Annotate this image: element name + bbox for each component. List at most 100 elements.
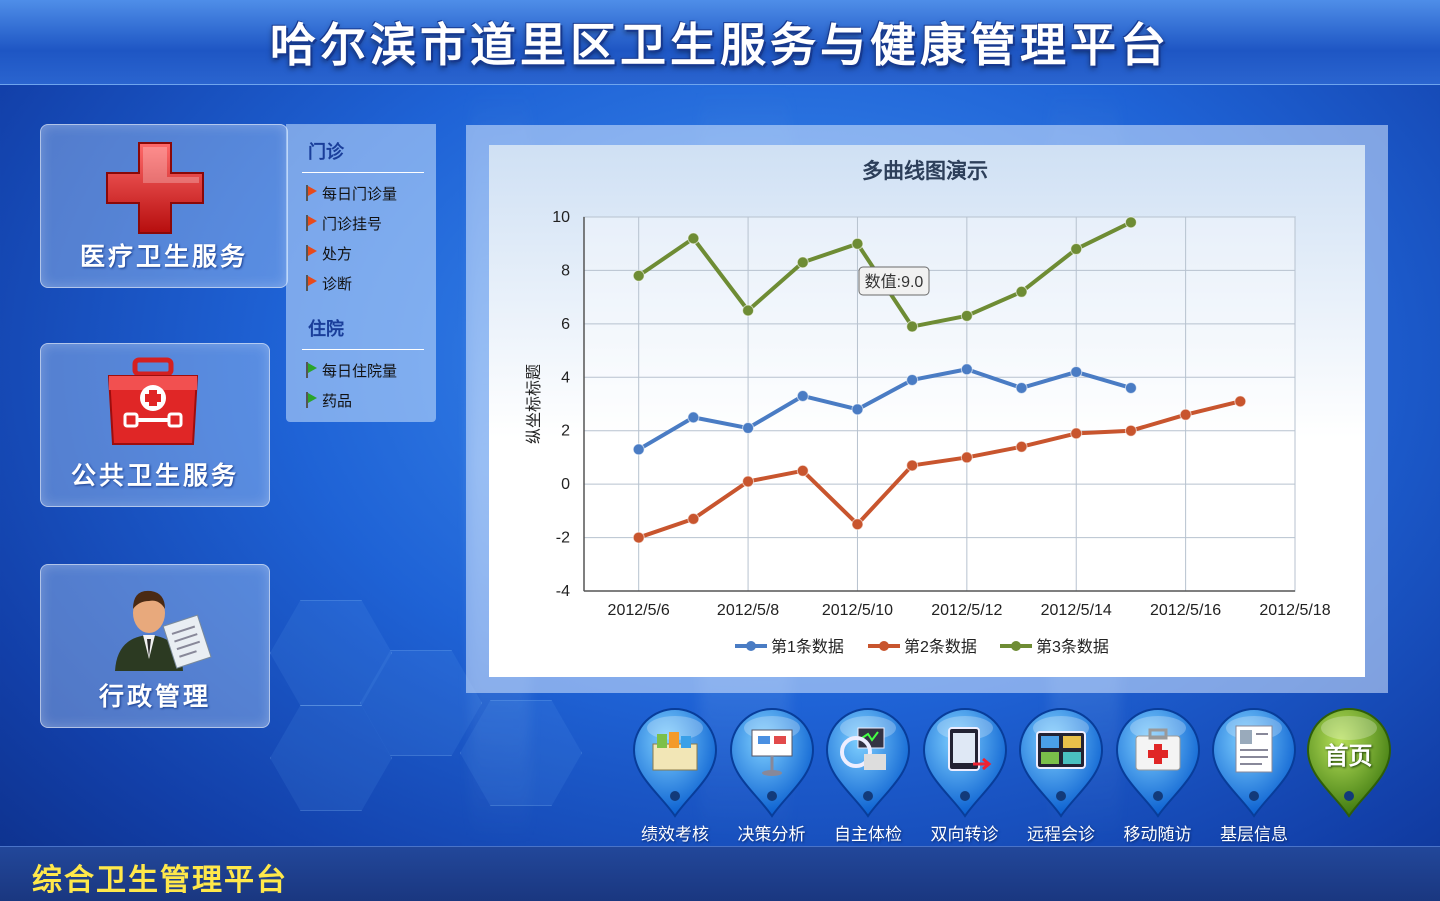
flag-icon — [306, 245, 318, 261]
red-cross-icon — [106, 142, 204, 234]
data-point — [851, 237, 864, 250]
x-tick-label: 2012/5/18 — [1259, 602, 1330, 619]
plot-area — [583, 216, 1296, 592]
data-point — [906, 320, 919, 333]
submenu-item-prescription[interactable]: 处方 — [306, 243, 436, 263]
data-point — [632, 443, 645, 456]
y-axis-label: 纵坐标标题 — [525, 364, 543, 444]
y-tick-label: -4 — [556, 583, 570, 600]
submenu-group-outpatient: 门诊 — [308, 142, 344, 163]
y-tick-label: 6 — [561, 316, 570, 333]
page-title: 哈尔滨市道里区卫生服务与健康管理平台 — [270, 18, 1170, 72]
nav-button-3[interactable]: 自主体检 — [823, 706, 913, 846]
data-point — [796, 389, 809, 402]
divider — [302, 172, 424, 173]
nav-button-label: 远程会诊 — [1027, 825, 1095, 845]
flag-icon — [306, 185, 318, 201]
y-tick-label: 0 — [561, 476, 570, 493]
service-public-health[interactable]: 公共卫生服务 — [40, 343, 270, 507]
nav-button-2[interactable]: 决策分析 — [727, 706, 817, 846]
divider — [302, 349, 424, 350]
nav-button-4[interactable]: 双向转诊 — [920, 706, 1010, 846]
chart-title: 多曲线图演示 — [862, 159, 988, 183]
footer-title: 综合卫生管理平台 — [32, 863, 288, 898]
home-button[interactable]: 首页 — [1304, 706, 1394, 846]
header: 哈尔滨市道里区卫生服务与健康管理平台 — [0, 0, 1440, 85]
x-tick-label: 2012/5/8 — [717, 602, 779, 619]
flag-icon — [306, 392, 318, 408]
submenu-item-label: 处方 — [322, 244, 353, 263]
service-administration[interactable]: 行政管理 — [40, 564, 270, 728]
data-point — [1124, 381, 1137, 394]
data-point — [1070, 243, 1083, 256]
data-point — [1015, 285, 1028, 298]
legend-label: 第3条数据 — [1036, 638, 1109, 656]
administrator-icon — [115, 590, 212, 671]
data-point — [960, 363, 973, 376]
submenu-item-diagnosis[interactable]: 诊断 — [306, 273, 436, 293]
data-point — [742, 475, 755, 488]
data-point — [796, 256, 809, 269]
submenu-item-daily-inpatient[interactable]: 每日住院量 — [306, 360, 436, 380]
nav-button-6[interactable]: 移动随访 — [1113, 706, 1203, 846]
flag-icon — [306, 362, 318, 378]
submenu-item-label: 门诊挂号 — [322, 214, 383, 233]
hexagon-decoration — [360, 650, 482, 756]
x-tick-label: 2012/5/16 — [1150, 602, 1221, 619]
data-point — [960, 309, 973, 322]
submenu-group-inpatient: 住院 — [308, 319, 344, 340]
service-medical[interactable]: 医疗卫生服务 — [40, 124, 288, 288]
nav-button-label: 绩效考核 — [641, 825, 709, 845]
chart-panel: 10 8 6 4 2 0 -2 -4 2012/5/6 2012/5/8 2012/5/10 2012… — [489, 145, 1365, 677]
data-point — [742, 304, 755, 317]
legend-marker — [879, 641, 889, 651]
x-tick-label: 2012/5/12 — [931, 602, 1002, 619]
x-tick-label: 2012/5/10 — [822, 602, 893, 619]
nav-button-label: 双向转诊 — [930, 825, 999, 845]
y-tick-label: -2 — [556, 530, 570, 547]
data-point — [632, 269, 645, 282]
submenu-item-registration[interactable]: 门诊挂号 — [306, 213, 436, 233]
data-point — [960, 451, 973, 464]
submenu-item-label: 诊断 — [322, 274, 353, 293]
flag-icon — [306, 215, 318, 231]
submenu-item-label: 药品 — [322, 391, 353, 410]
nav-button-1[interactable]: 绩效考核 — [630, 706, 720, 846]
hexagon-decoration — [270, 705, 392, 811]
y-tick-label: 10 — [552, 209, 570, 226]
data-point — [1070, 365, 1083, 378]
nav-button-label: 自主体检 — [834, 825, 902, 845]
data-point — [1234, 395, 1247, 408]
hexagon-decoration — [270, 600, 392, 706]
y-tick-label: 2 — [561, 423, 570, 440]
x-tick-label: 2012/5/14 — [1041, 602, 1112, 619]
data-point — [687, 232, 700, 245]
service-medical-label: 医疗卫生服务 — [79, 242, 248, 271]
medical-kit-icon — [107, 357, 199, 445]
service-administration-label: 行政管理 — [98, 682, 211, 711]
nav-button-label: 移动随访 — [1123, 825, 1192, 845]
medical-submenu: 门诊 每日门诊量 门诊挂号 处方 诊断 住院 每日住院量 药品 — [286, 124, 436, 422]
line-chart: 10 8 6 4 2 0 -2 -4 2012/5/6 2012/5/8 2012/5/10 2012… — [525, 159, 1331, 656]
x-tick-label: 2012/5/6 — [608, 602, 670, 619]
tooltip-text: 数值:9.0 — [865, 273, 924, 291]
data-point — [632, 531, 645, 544]
footer: 综合卫生管理平台 — [0, 846, 1440, 901]
submenu-item-medicine[interactable]: 药品 — [306, 390, 436, 410]
series-line-1 — [637, 367, 1132, 452]
data-point — [1015, 381, 1028, 394]
data-point — [906, 373, 919, 386]
nav-button-label: 决策分析 — [737, 825, 806, 845]
nav-button-7[interactable]: 基层信息 — [1209, 706, 1299, 846]
submenu-item-daily-outpatient[interactable]: 每日门诊量 — [306, 183, 436, 203]
nav-button-label: 基层信息 — [1220, 825, 1288, 845]
legend-marker — [746, 641, 756, 651]
data-point — [851, 403, 864, 416]
tooltip-box — [858, 266, 930, 296]
data-point — [742, 422, 755, 435]
data-point — [687, 411, 700, 424]
y-tick-label: 4 — [561, 369, 570, 386]
submenu-item-label: 每日住院量 — [322, 361, 398, 380]
legend-label: 第2条数据 — [904, 638, 977, 656]
nav-button-5[interactable]: 远程会诊 — [1016, 706, 1106, 846]
